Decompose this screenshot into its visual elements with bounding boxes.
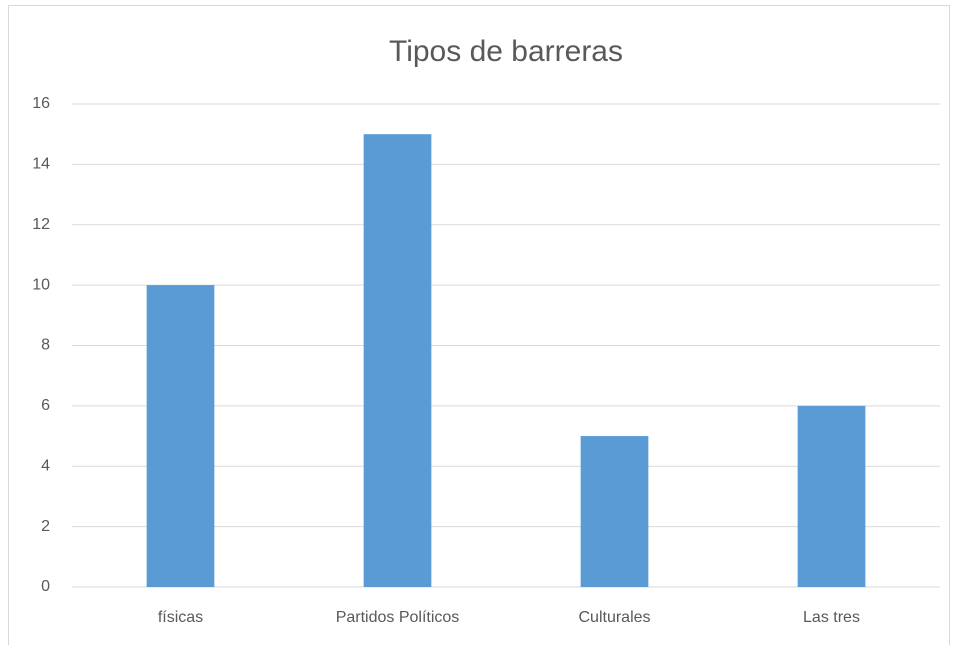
bar: [363, 134, 432, 587]
y-tick-label: 6: [41, 397, 50, 414]
bar: [580, 436, 649, 587]
y-tick-label: 2: [41, 518, 50, 535]
x-tick-label: Las tres: [803, 609, 860, 626]
y-tick-label: 4: [41, 457, 50, 474]
x-tick-label: físicas: [158, 609, 203, 626]
x-tick-label: Culturales: [578, 609, 650, 626]
y-tick-label: 16: [32, 95, 50, 112]
x-tick-label: Partidos Políticos: [336, 609, 460, 626]
y-tick-label: 0: [41, 578, 50, 595]
y-tick-label: 12: [32, 216, 50, 233]
bar: [146, 285, 215, 587]
y-tick-label: 8: [41, 337, 50, 354]
y-tick-label: 10: [32, 276, 50, 293]
bar: [797, 405, 866, 587]
y-tick-label: 14: [32, 156, 50, 173]
chart-title: Tipos de barreras: [389, 35, 623, 68]
